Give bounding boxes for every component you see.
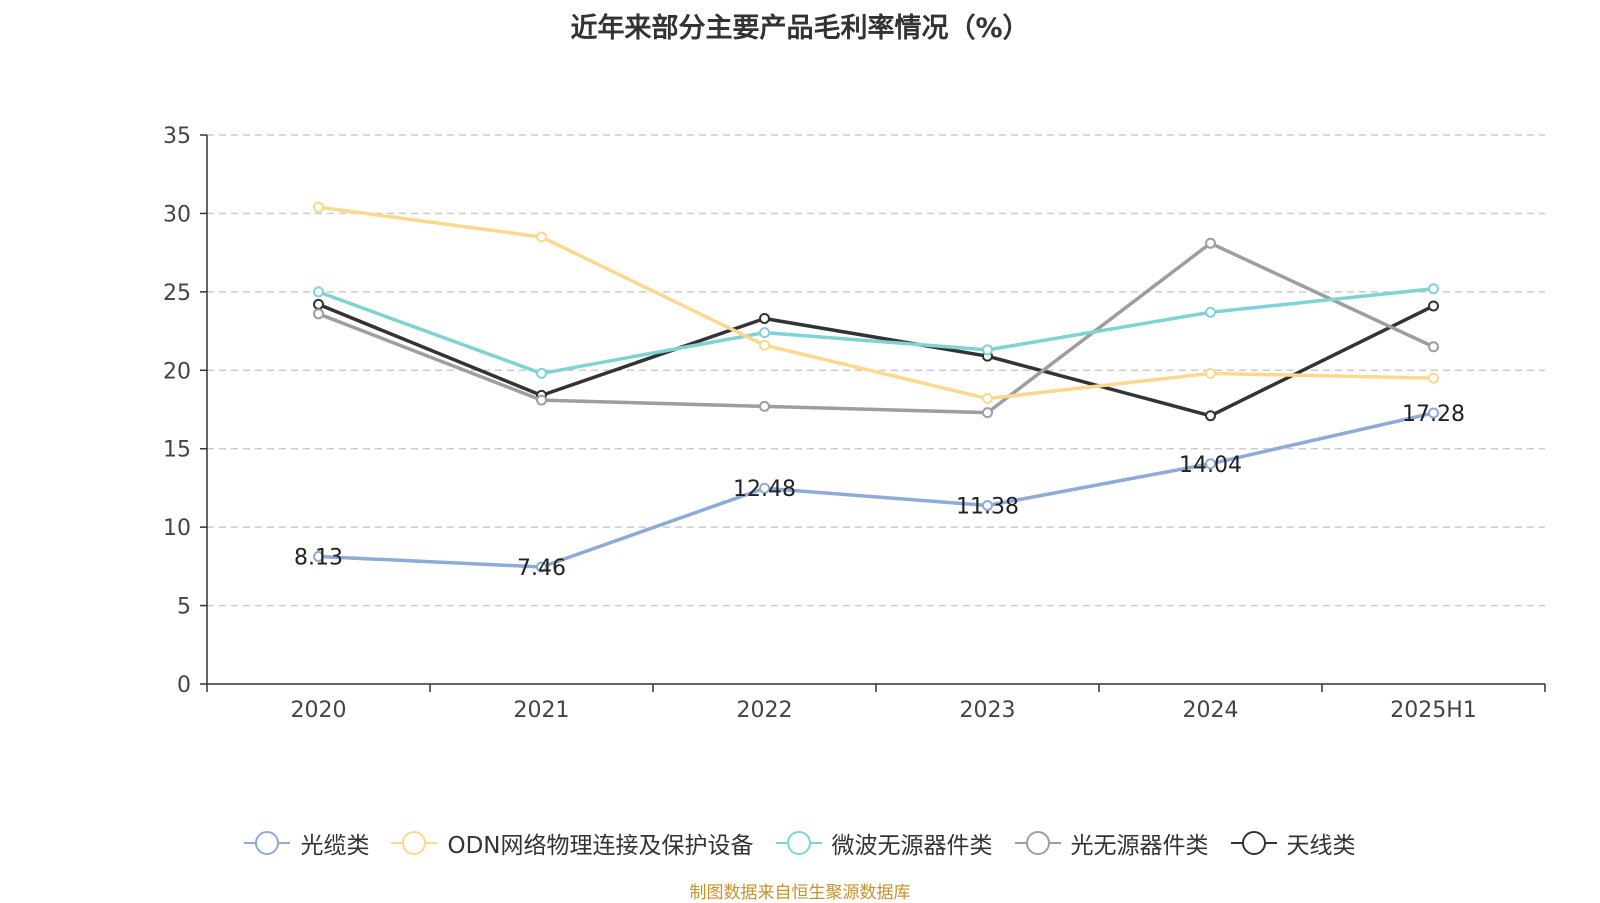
data-point (536, 394, 547, 406)
legend-item[interactable]: 天线类 (1230, 826, 1356, 860)
data-point (1428, 300, 1439, 312)
legend-label: 光缆类 (300, 833, 370, 859)
legend-marker-icon (1230, 831, 1277, 855)
data-point (759, 400, 770, 412)
x-tick-label: 2021 (514, 698, 570, 723)
data-point (313, 201, 324, 213)
data-label: 7.46 (517, 556, 566, 581)
chart-title: 近年来部分主要产品毛利率情况（%） (570, 13, 1030, 44)
y-tick-label: 35 (163, 124, 191, 149)
data-point (313, 286, 324, 298)
data-point (759, 482, 770, 494)
series-line-2 (318, 205, 1434, 401)
y-tick-label: 15 (163, 438, 191, 463)
data-point (1428, 341, 1439, 353)
data-point (1205, 306, 1216, 318)
data-point (1205, 367, 1216, 379)
data-point (1205, 410, 1216, 422)
series-line-3 (317, 286, 1434, 376)
legend-marker-icon (391, 831, 438, 855)
legend-label: 光无源器件类 (1070, 833, 1209, 859)
legend-label: ODN网络物理连接及保护设备 (447, 833, 754, 859)
legend-item[interactable]: 光缆类 (244, 826, 369, 860)
data-point (536, 231, 547, 243)
data-point (536, 367, 547, 379)
series-line-1 (318, 411, 1434, 569)
data-point (1205, 237, 1216, 249)
data-point (759, 339, 770, 351)
legend-item[interactable]: ODN网络物理连接及保护设备 (391, 826, 754, 860)
legend-marker-icon (775, 831, 822, 855)
data-point (982, 499, 993, 511)
data-label: 11.38 (956, 494, 1019, 519)
legend-marker-icon (244, 831, 291, 855)
series-line-4 (317, 241, 1435, 415)
x-tick-label: 2022 (737, 698, 793, 723)
data-point (1428, 372, 1439, 384)
legend-label: 天线类 (1286, 833, 1356, 859)
data-point (313, 298, 324, 310)
y-tick-label: 25 (163, 281, 191, 306)
data-point (313, 550, 324, 562)
series-line-5 (317, 302, 1435, 418)
y-tick-label: 0 (177, 673, 191, 698)
data-point (1428, 283, 1439, 295)
data-label: 8.13 (294, 545, 343, 570)
data-label: 12.48 (733, 477, 796, 502)
legend-item[interactable]: 光无源器件类 (1014, 826, 1209, 860)
legend-item[interactable]: 微波无源器件类 (775, 826, 993, 860)
data-point (982, 393, 993, 405)
x-tick-label: 2025H1 (1390, 698, 1477, 723)
data-point (982, 344, 993, 356)
data-point (536, 561, 547, 573)
y-tick-label: 30 (163, 202, 191, 227)
legend-label: 微波无源器件类 (831, 833, 993, 859)
data-label: 17.28 (1402, 402, 1465, 427)
data-point (1205, 458, 1216, 470)
x-tick-label: 2023 (960, 698, 1016, 723)
data-point (1428, 407, 1439, 419)
legend-marker-icon (1014, 831, 1061, 855)
source-note: 制图数据来自恒生聚源数据库 (689, 883, 911, 903)
legend: 光缆类 ODN网络物理连接及保护设备 微波无源器件类 光无源器件类 天线类 (0, 826, 1600, 860)
data-point (759, 313, 770, 325)
y-tick-label: 10 (163, 516, 191, 541)
y-tick-label: 20 (163, 359, 191, 384)
x-tick-label: 2020 (291, 698, 347, 723)
x-tick-label: 2024 (1183, 698, 1239, 723)
data-point (313, 308, 324, 320)
data-label: 14.04 (1179, 453, 1242, 478)
data-point (759, 327, 770, 339)
data-point (982, 407, 993, 419)
y-tick-label: 5 (177, 595, 191, 620)
